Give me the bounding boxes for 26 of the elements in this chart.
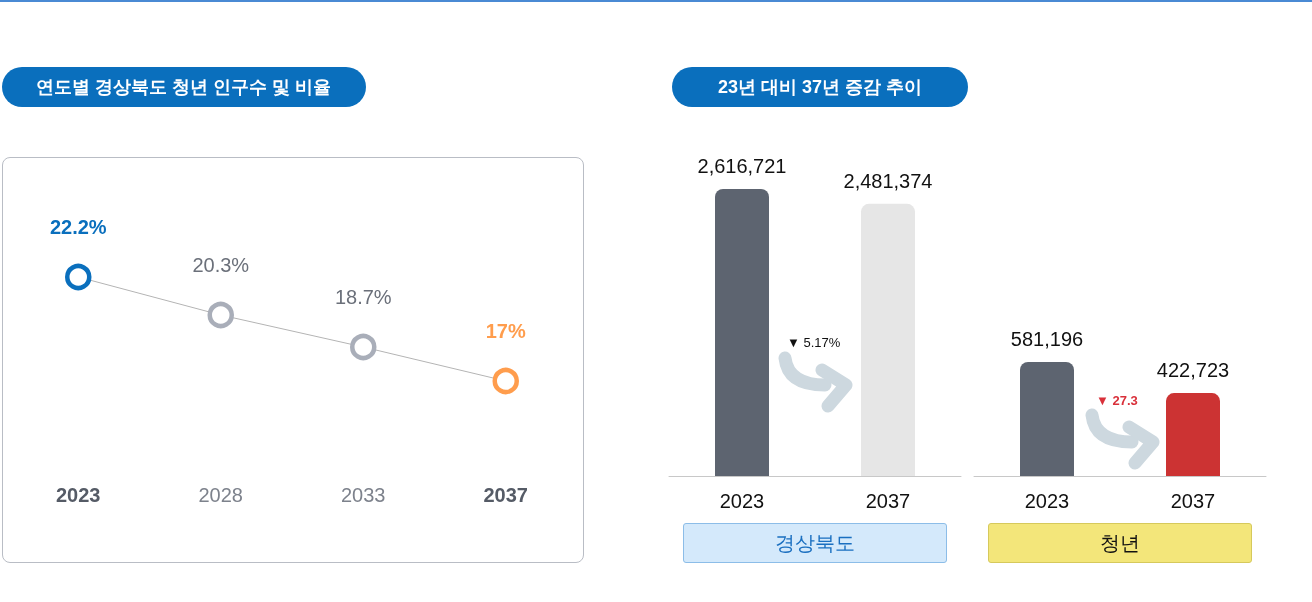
- data-label: 18.7%: [334, 285, 392, 308]
- chart-title: 23년 대비 37년 증감 추이: [672, 67, 968, 107]
- x-axis-title: 경상북도: [683, 523, 947, 563]
- x-tick-label: 2037: [1170, 490, 1216, 512]
- x-tick-label: 2028: [198, 484, 243, 506]
- x-axis-title: 청년: [988, 523, 1252, 563]
- x-tick-label: 2037: [865, 490, 911, 512]
- x-tick-label: 2023: [719, 490, 765, 512]
- x-tick-label: 2023: [1024, 490, 1070, 512]
- point: [207, 301, 234, 329]
- data-label: 17%: [485, 319, 526, 342]
- data-label: 2,481,374: [843, 169, 933, 192]
- x-tick-label: 2033: [341, 484, 386, 506]
- data-label: 2,616,721: [697, 155, 787, 177]
- data-label: 422,723: [1156, 359, 1230, 382]
- data-label: 581,196: [1010, 328, 1084, 350]
- annotation: ▼ 5.17%: [787, 335, 841, 351]
- x-tick-label: 2037: [483, 484, 528, 506]
- point: [350, 333, 377, 361]
- point: [65, 263, 92, 291]
- chart-title: 연도별 경상북도 청년 인구수 및 비율: [2, 67, 366, 107]
- annotation: ▼ 27.3: [1096, 393, 1138, 409]
- x-tick-label: 2023: [56, 484, 101, 506]
- data-label: 20.3%: [192, 253, 250, 276]
- data-label: 22.2%: [49, 215, 107, 238]
- point: [492, 367, 519, 395]
